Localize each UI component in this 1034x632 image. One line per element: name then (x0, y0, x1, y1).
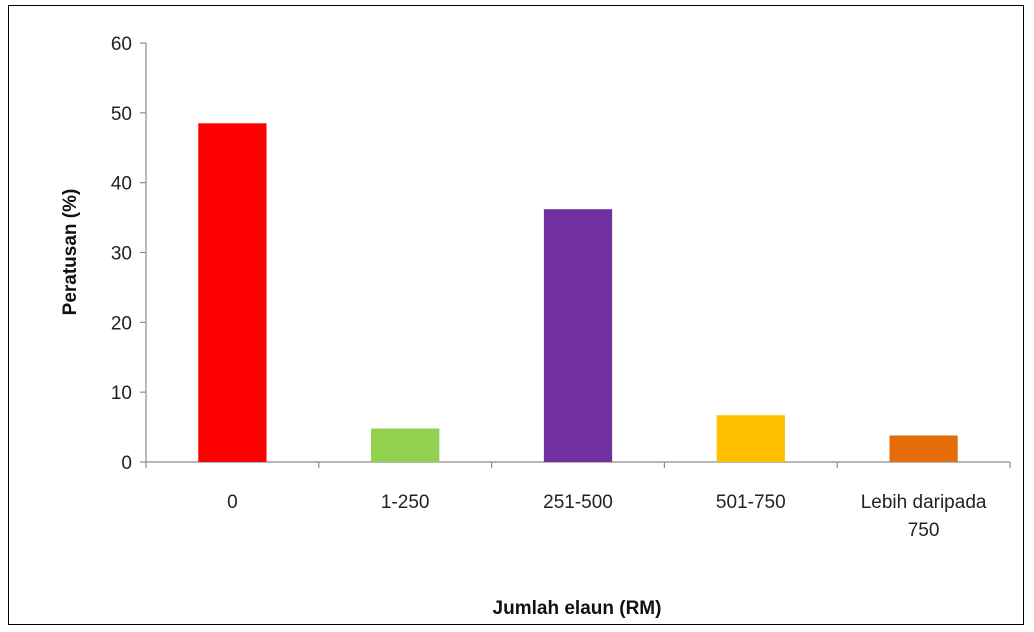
x-tick-label: 1-250 (381, 492, 430, 513)
x-tick-label: Lebih daripada (861, 492, 987, 513)
y-axis: 0 10 20 30 40 50 60 (111, 34, 147, 474)
bar (198, 123, 267, 462)
y-tick-label: 60 (111, 34, 132, 55)
bar (716, 415, 785, 462)
x-tick-label: 750 (908, 520, 940, 541)
bars (198, 123, 958, 462)
x-tick-label: 501-750 (716, 492, 786, 513)
bar (889, 435, 958, 462)
y-tick-label: 30 (111, 244, 132, 265)
x-axis: 0 1-250 251-500 501-750 Lebih daripada 750 (145, 461, 1011, 541)
bar (543, 209, 613, 462)
y-tick-label: 50 (111, 104, 132, 125)
chart-frame (8, 5, 1024, 625)
x-axis-title: Jumlah elaun (RM) (493, 598, 662, 619)
bar (371, 428, 440, 462)
y-tick-label: 0 (121, 453, 132, 474)
y-axis-title: Peratusan (%) (60, 189, 81, 316)
y-tick-label: 10 (111, 383, 132, 404)
x-tick-label: 0 (227, 492, 238, 513)
y-tick-label: 40 (111, 174, 132, 195)
y-tick-label: 20 (111, 313, 132, 334)
x-tick-label: 251-500 (543, 492, 613, 513)
